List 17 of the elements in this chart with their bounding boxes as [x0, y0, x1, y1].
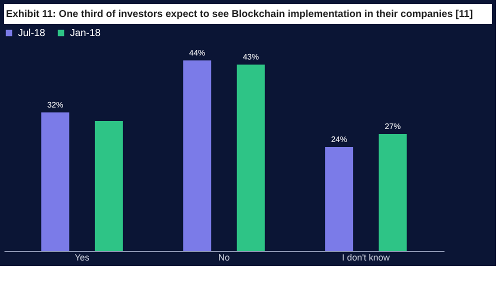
legend-label: Jul-18 [18, 28, 46, 39]
x-tick-label: Yes [74, 252, 90, 262]
bar [183, 60, 212, 251]
data-label: 44% [189, 48, 206, 58]
bar [325, 147, 354, 251]
data-label: 32% [47, 100, 64, 110]
bar [94, 121, 123, 251]
bar [378, 134, 407, 251]
x-tick-label: No [218, 252, 230, 262]
bar [41, 112, 70, 251]
data-label: 43% [242, 52, 259, 62]
data-label: 24% [331, 135, 348, 144]
data-label: 27% [384, 122, 401, 131]
bar [236, 64, 265, 251]
legend-label: Jan-18 [70, 28, 102, 39]
x-tick-label: I don't know [342, 252, 390, 262]
chart-title: Exhibit 11: One third of investors expect to see Blockchain implementation in their companies [11] [6, 9, 473, 20]
